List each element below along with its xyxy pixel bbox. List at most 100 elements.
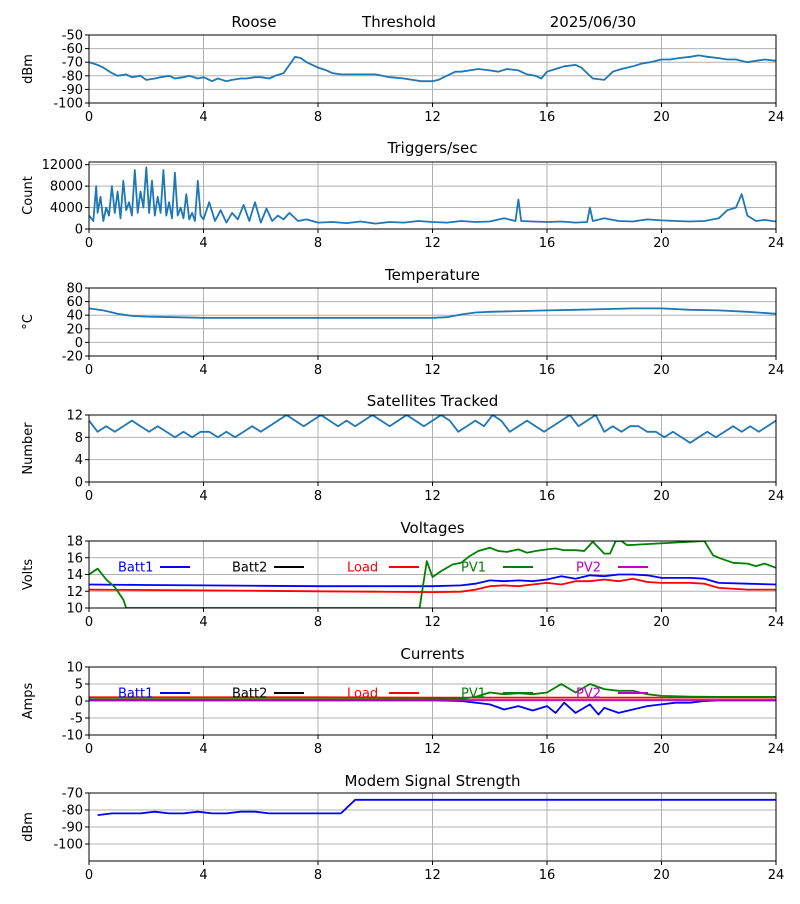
- tick-label-y: -20: [62, 350, 83, 365]
- header-station: Roose: [231, 13, 276, 31]
- legend-label-batt1: Batt1: [118, 687, 153, 702]
- tick-label-y: 12: [66, 409, 83, 424]
- tick-label-y: 5: [75, 678, 83, 693]
- tick-label-x: 24: [768, 110, 785, 125]
- y-axis-label: Volts: [21, 559, 36, 591]
- panel-title: Currents: [400, 645, 464, 663]
- tick-label-x: 8: [314, 489, 322, 504]
- tick-label-x: 16: [539, 110, 556, 125]
- tick-label-y: 0: [75, 336, 83, 351]
- tick-label-y: -80: [62, 804, 83, 819]
- tick-label-y: 4000: [50, 201, 83, 216]
- tick-label-x: 16: [539, 236, 556, 251]
- tick-label-x: 24: [768, 742, 785, 757]
- y-axis-label: dBm: [21, 812, 36, 842]
- tick-label-x: 0: [85, 868, 93, 883]
- tick-label-y: 0: [75, 476, 83, 491]
- tick-label-x: 20: [653, 236, 670, 251]
- legend-label-batt2: Batt2: [232, 561, 267, 576]
- header-date: 2025/06/30: [550, 13, 636, 31]
- tick-label-y: -90: [62, 83, 83, 98]
- tick-label-x: 16: [539, 615, 556, 630]
- tick-label-x: 4: [199, 110, 207, 125]
- legend-label-pv1: PV1: [461, 561, 486, 576]
- tick-label-y: -60: [62, 42, 83, 57]
- tick-label-y: 16: [66, 551, 83, 566]
- tick-label-y: 0: [75, 223, 83, 238]
- tick-label-x: 8: [314, 868, 322, 883]
- tick-label-x: 4: [199, 615, 207, 630]
- tick-label-x: 24: [768, 868, 785, 883]
- tick-label-x: 20: [653, 868, 670, 883]
- legend-label-pv2: PV2: [576, 561, 601, 576]
- tick-label-x: 12: [424, 489, 441, 504]
- legend-label-pv1: PV1: [461, 687, 486, 702]
- tick-label-x: 12: [424, 363, 441, 378]
- tick-label-x: 12: [424, 742, 441, 757]
- tick-label-x: 0: [85, 110, 93, 125]
- tick-label-y: 12: [66, 585, 83, 600]
- tick-label-x: 20: [653, 615, 670, 630]
- tick-label-y: 8000: [50, 180, 83, 195]
- tick-label-x: 4: [199, 489, 207, 504]
- tick-label-x: 4: [199, 742, 207, 757]
- legend-label-load: Load: [347, 687, 378, 702]
- tick-label-x: 12: [424, 110, 441, 125]
- tick-label-x: 20: [653, 742, 670, 757]
- tick-label-y: 20: [66, 322, 83, 337]
- tick-label-x: 12: [424, 236, 441, 251]
- tick-label-y: 4: [75, 453, 83, 468]
- tick-label-y: -5: [70, 712, 83, 727]
- tick-label-y: -100: [53, 97, 83, 112]
- tick-label-y: -10: [62, 729, 83, 744]
- tick-label-x: 16: [539, 742, 556, 757]
- tick-label-x: 20: [653, 363, 670, 378]
- tick-label-x: 8: [314, 615, 322, 630]
- panel-title: Triggers/sec: [387, 139, 478, 157]
- panel-title: Temperature: [384, 266, 480, 284]
- tick-label-x: 16: [539, 868, 556, 883]
- tick-label-x: 12: [424, 868, 441, 883]
- tick-label-x: 0: [85, 363, 93, 378]
- legend-label-batt2: Batt2: [232, 687, 267, 702]
- y-axis-label: Number: [21, 422, 36, 475]
- panel-title: Modem Signal Strength: [345, 772, 521, 790]
- header-mode: Threshold: [361, 13, 436, 31]
- tick-label-x: 0: [85, 615, 93, 630]
- tick-label-x: 16: [539, 489, 556, 504]
- y-axis-label: °C: [21, 314, 36, 330]
- tick-label-y: 8: [75, 431, 83, 446]
- tick-label-x: 24: [768, 236, 785, 251]
- panel-title: Voltages: [400, 519, 464, 537]
- tick-label-x: 24: [768, 615, 785, 630]
- tick-label-x: 8: [314, 236, 322, 251]
- tick-label-y: 0: [75, 695, 83, 710]
- legend-label-load: Load: [347, 561, 378, 576]
- tick-label-x: 20: [653, 110, 670, 125]
- tick-label-y: 60: [66, 295, 83, 310]
- tick-label-y: 14: [66, 568, 83, 583]
- y-axis-label: Count: [21, 176, 36, 215]
- tick-label-y: -70: [62, 787, 83, 802]
- legend-label-batt1: Batt1: [118, 561, 153, 576]
- tick-label-x: 0: [85, 489, 93, 504]
- tick-label-y: 80: [66, 282, 83, 297]
- tick-label-y: -50: [62, 29, 83, 44]
- tick-label-x: 0: [85, 742, 93, 757]
- tick-label-x: 24: [768, 489, 785, 504]
- tick-label-y: -90: [62, 821, 83, 836]
- tick-label-x: 24: [768, 363, 785, 378]
- tick-label-y: 10: [66, 661, 83, 676]
- tick-label-x: 8: [314, 110, 322, 125]
- tick-label-y: -70: [62, 56, 83, 71]
- tick-label-y: 40: [66, 309, 83, 324]
- tick-label-x: 4: [199, 868, 207, 883]
- tick-label-x: 12: [424, 615, 441, 630]
- tick-label-x: 16: [539, 363, 556, 378]
- tick-label-x: 4: [199, 363, 207, 378]
